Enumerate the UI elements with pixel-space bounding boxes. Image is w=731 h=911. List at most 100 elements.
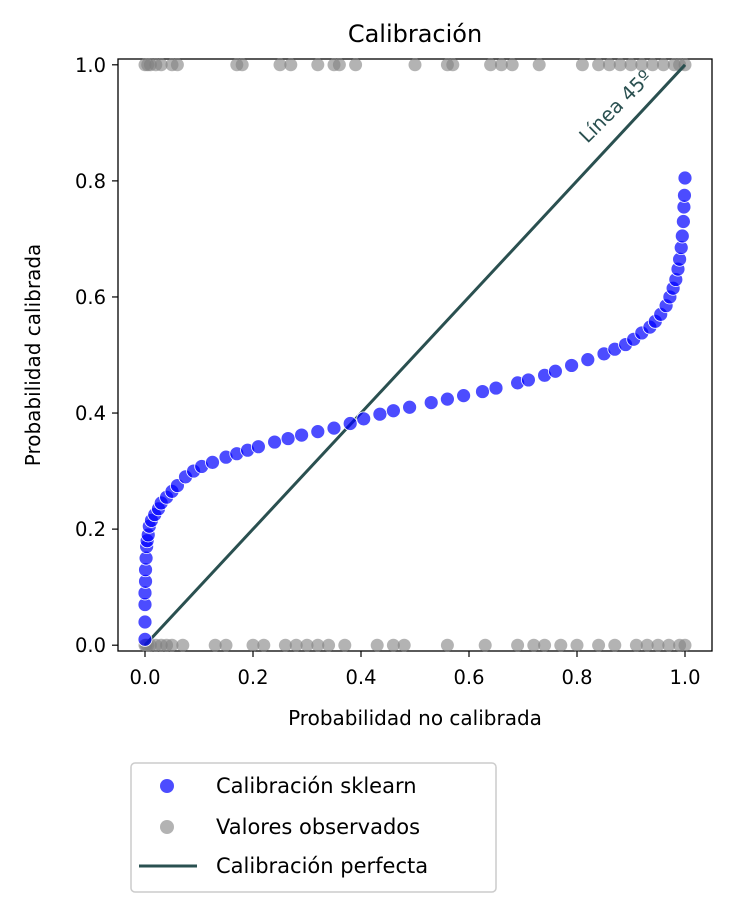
observed-point-24 xyxy=(602,58,616,72)
chart-title: Calibración xyxy=(348,20,482,48)
x-axis-label: Probabilidad no calibrada xyxy=(288,706,542,730)
observed-point-50 xyxy=(322,638,336,652)
observed-point-15 xyxy=(408,58,422,72)
observed-point-46 xyxy=(278,638,292,652)
calibrated-point-45 xyxy=(564,358,579,373)
observed-point-53 xyxy=(386,638,400,652)
observed-point-11 xyxy=(311,58,325,72)
calibrated-point-21 xyxy=(205,454,220,470)
y-tick-label-5: 1.0 xyxy=(75,54,106,77)
calibrated-point-33 xyxy=(372,406,388,422)
observed-point-65 xyxy=(640,638,654,652)
calibrated-point-34 xyxy=(385,403,401,419)
calibrated-point-40 xyxy=(488,380,504,396)
observed-point-14 xyxy=(349,58,363,72)
observed-point-67 xyxy=(662,638,676,652)
observed-point-27 xyxy=(635,58,649,72)
observed-point-6 xyxy=(170,58,184,72)
perfect-calibration-line xyxy=(143,63,687,647)
legend-box xyxy=(130,762,497,893)
calibrated-point-46 xyxy=(580,352,596,368)
observed-point-23 xyxy=(592,58,606,72)
observed-point-48 xyxy=(300,638,314,652)
observed-point-57 xyxy=(511,638,525,652)
observed-point-58 xyxy=(527,638,541,652)
legend-label-sklearn: Calibración sklearn xyxy=(216,774,417,798)
observed-point-52 xyxy=(370,638,384,652)
observed-point-10 xyxy=(284,58,298,72)
calibrated-point-62 xyxy=(674,228,690,244)
observed-point-40 xyxy=(165,638,179,652)
observed-point-47 xyxy=(289,638,303,652)
observed-point-44 xyxy=(246,638,260,652)
observed-point-18 xyxy=(484,58,498,72)
observed-point-45 xyxy=(257,638,271,652)
observed-point-51 xyxy=(338,638,352,652)
calibrated-point-44 xyxy=(548,363,563,379)
observed-point-22 xyxy=(575,58,589,72)
x-tick-label-3: 0.6 xyxy=(453,666,484,689)
observed-point-17 xyxy=(446,58,460,72)
observed-point-28 xyxy=(646,58,660,72)
calibrated-point-65 xyxy=(677,187,692,203)
legend-marker-sklearn xyxy=(160,779,174,793)
y-tick-label-0: 0.0 xyxy=(75,634,106,657)
observed-point-64 xyxy=(629,638,643,652)
observed-point-26 xyxy=(624,58,638,72)
observed-point-42 xyxy=(208,638,222,652)
legend-marker-observed xyxy=(160,820,174,834)
calibrated-point-30 xyxy=(326,420,342,436)
calibrated-point-35 xyxy=(402,399,418,415)
observed-point-9 xyxy=(273,58,287,72)
y-tick-label-4: 0.8 xyxy=(75,170,106,193)
calibrated-point-36 xyxy=(423,395,439,410)
calibrated-point-42 xyxy=(521,372,536,388)
observed-point-49 xyxy=(311,638,325,652)
calibrated-point-37 xyxy=(439,391,455,407)
legend-label-perfect: Calibración perfecta xyxy=(216,854,428,878)
observed-point-66 xyxy=(651,638,665,652)
calibrated-point-39 xyxy=(475,384,490,399)
observed-point-19 xyxy=(494,58,508,72)
observed-point-63 xyxy=(608,638,622,652)
observed-point-21 xyxy=(532,58,546,72)
calibrated-point-32 xyxy=(356,411,372,427)
observed-point-61 xyxy=(570,638,584,652)
y-tick-label-2: 0.4 xyxy=(75,402,106,425)
observed-point-55 xyxy=(440,638,454,652)
calibrated-point-26 xyxy=(267,434,283,450)
calibrated-point-1 xyxy=(137,614,153,630)
legend: Calibración sklearn Valores observados C… xyxy=(130,762,497,893)
x-tick-label-5: 1.0 xyxy=(669,666,700,689)
calibrated-point-29 xyxy=(310,424,326,440)
calibrated-point-38 xyxy=(456,388,472,404)
observed-point-4 xyxy=(154,58,168,72)
observed-point-29 xyxy=(656,58,670,72)
y-tick-label-3: 0.6 xyxy=(75,286,106,309)
calibrated-point-66 xyxy=(677,170,693,186)
y-tick-label-1: 0.2 xyxy=(75,518,106,541)
observed-point-59 xyxy=(538,638,552,652)
calibrated-point-27 xyxy=(280,431,296,446)
observed-point-8 xyxy=(235,58,249,72)
calibrated-point-28 xyxy=(294,427,310,443)
legend-label-observed: Valores observados xyxy=(216,815,420,839)
calibrated-point-0 xyxy=(137,631,153,647)
observed-point-25 xyxy=(613,58,627,72)
x-tick-label-4: 0.8 xyxy=(561,666,592,689)
calibrated-point-25 xyxy=(250,439,266,455)
observed-point-20 xyxy=(505,58,519,72)
x-tick-label-2: 0.4 xyxy=(345,666,376,689)
observed-point-69 xyxy=(678,638,692,652)
observed-point-54 xyxy=(397,638,411,652)
observed-point-62 xyxy=(592,638,606,652)
calibrated-point-31 xyxy=(342,416,358,431)
calibrated-point-63 xyxy=(675,214,691,229)
axis-ticks: 0.0 0.2 0.4 0.6 0.8 1.0 0.0 0.2 0.4 0.6 0.8 1.0 xyxy=(75,54,701,689)
observed-point-41 xyxy=(176,638,190,652)
observed-point-43 xyxy=(219,638,233,652)
observed-point-13 xyxy=(332,58,346,72)
observed-point-60 xyxy=(554,638,568,652)
observed-point-56 xyxy=(478,638,492,652)
